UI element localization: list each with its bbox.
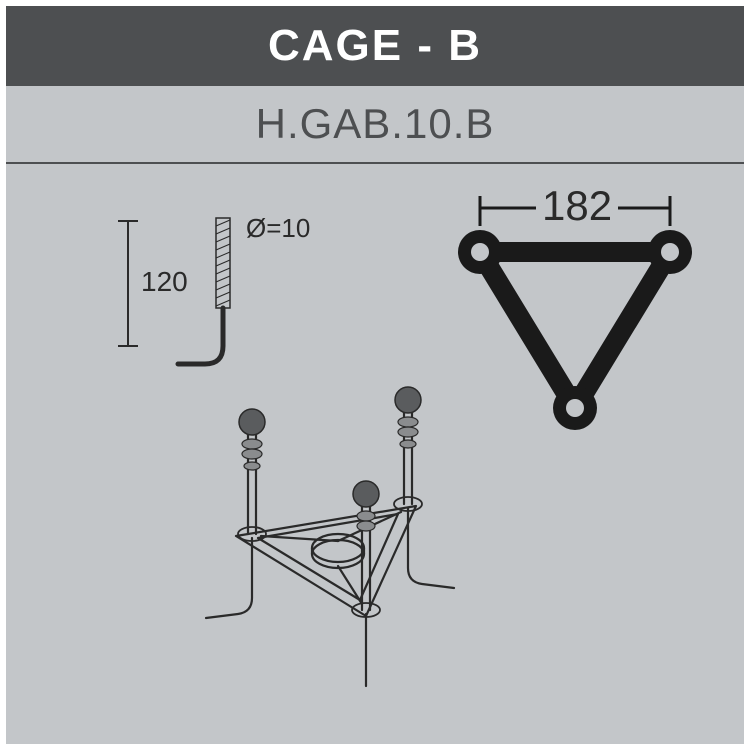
product-code: H.GAB.10.B <box>256 100 495 148</box>
product-title: CAGE - B <box>268 21 482 71</box>
code-bar: H.GAB.10.B <box>6 86 744 164</box>
diagram-area: 120 Ø=10 182 <box>6 166 744 746</box>
isometric-assembly <box>166 386 506 726</box>
triangle-width-label: 182 <box>536 182 618 230</box>
spec-panel: CAGE - B H.GAB.10.B <box>6 6 744 744</box>
bolt-diameter-label: Ø=10 <box>246 213 310 244</box>
title-bar: CAGE - B <box>6 6 744 86</box>
bolt-height-label: 120 <box>141 266 188 298</box>
